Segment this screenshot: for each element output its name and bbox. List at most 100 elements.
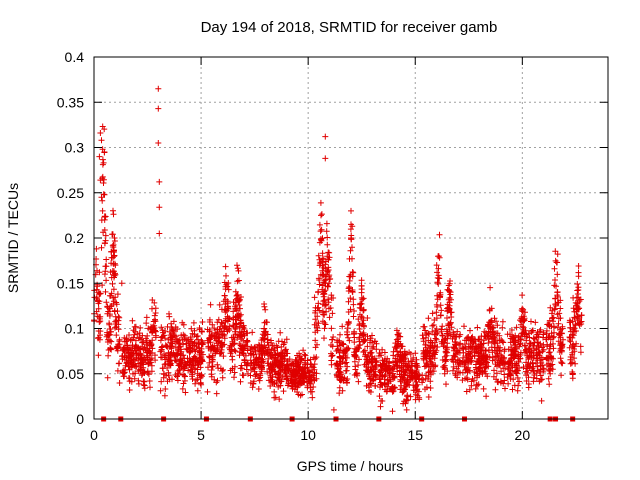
data-point xyxy=(384,383,391,390)
data-point xyxy=(258,363,265,370)
data-point xyxy=(158,346,165,353)
data-point xyxy=(249,384,256,391)
data-point xyxy=(216,326,223,333)
data-point xyxy=(335,369,342,376)
data-point xyxy=(235,267,242,274)
data-point xyxy=(349,244,355,251)
data-point xyxy=(435,253,442,260)
data-point xyxy=(159,343,166,350)
data-point xyxy=(401,356,408,363)
data-point xyxy=(267,383,274,389)
data-point xyxy=(108,338,115,345)
data-point xyxy=(162,342,169,349)
data-point xyxy=(231,374,237,381)
y-tick-label: 0.35 xyxy=(57,94,84,110)
data-point xyxy=(379,382,386,389)
data-point xyxy=(192,380,199,387)
data-point xyxy=(112,262,119,269)
data-point xyxy=(238,329,245,336)
data-point xyxy=(321,325,328,332)
data-point xyxy=(406,367,413,374)
data-point xyxy=(268,347,275,353)
data-point xyxy=(539,344,545,351)
data-point xyxy=(426,352,433,359)
data-point xyxy=(413,362,420,369)
data-point xyxy=(99,197,106,204)
data-point xyxy=(553,259,560,266)
data-point xyxy=(244,338,251,345)
data-point xyxy=(322,155,329,162)
data-point xyxy=(234,307,240,314)
data-point xyxy=(152,310,159,316)
data-point xyxy=(295,368,302,375)
data-point xyxy=(351,339,358,346)
data-point xyxy=(234,291,241,298)
data-point xyxy=(96,269,103,276)
data-point xyxy=(468,359,475,365)
data-point xyxy=(186,349,193,356)
data-point xyxy=(225,280,232,286)
data-point xyxy=(301,361,308,368)
data-point xyxy=(530,335,537,342)
data-point xyxy=(152,357,159,364)
data-point xyxy=(165,355,172,362)
data-point xyxy=(412,350,419,357)
data-point xyxy=(470,377,477,384)
data-point xyxy=(231,336,238,343)
data-point xyxy=(407,376,414,383)
data-point xyxy=(141,368,148,375)
data-point xyxy=(348,235,354,241)
data-point xyxy=(280,341,287,348)
data-point xyxy=(530,374,537,381)
data-point xyxy=(190,319,197,326)
data-point xyxy=(206,359,213,366)
data-point xyxy=(249,345,256,352)
data-point xyxy=(407,393,414,400)
data-point xyxy=(507,372,514,379)
data-point xyxy=(97,130,104,136)
data-point xyxy=(475,350,482,357)
data-point xyxy=(443,381,449,388)
data-point xyxy=(367,349,374,356)
data-point xyxy=(266,350,273,357)
data-point xyxy=(282,370,289,377)
data-point xyxy=(257,370,264,377)
data-point xyxy=(274,377,280,384)
data-point xyxy=(229,356,236,363)
data-point xyxy=(217,342,224,349)
data-point xyxy=(242,352,249,359)
data-point xyxy=(333,348,340,354)
data-point xyxy=(230,308,237,315)
data-point xyxy=(485,347,492,354)
data-point xyxy=(403,380,410,387)
data-point xyxy=(393,327,400,334)
data-point xyxy=(525,384,532,391)
data-point xyxy=(480,337,487,344)
data-point xyxy=(98,244,105,251)
data-point xyxy=(304,364,311,371)
data-point xyxy=(250,365,257,371)
data-point xyxy=(198,372,204,379)
data-point xyxy=(558,359,565,366)
data-point xyxy=(402,400,409,407)
data-point xyxy=(398,371,405,378)
data-point xyxy=(438,328,445,335)
data-point xyxy=(479,369,486,376)
data-point xyxy=(422,327,429,334)
y-tick-label: 0 xyxy=(76,411,84,427)
data-point xyxy=(480,385,487,392)
data-point xyxy=(115,360,122,367)
data-point xyxy=(402,370,409,376)
data-point xyxy=(477,360,484,367)
data-point xyxy=(489,349,496,356)
data-point xyxy=(172,324,179,331)
data-point xyxy=(313,354,320,361)
data-point xyxy=(376,393,383,400)
data-point xyxy=(319,286,326,293)
data-point xyxy=(100,180,107,186)
data-point xyxy=(278,353,285,360)
data-point xyxy=(306,378,313,384)
data-point xyxy=(533,346,540,353)
data-point xyxy=(99,156,106,163)
data-point xyxy=(297,353,304,360)
